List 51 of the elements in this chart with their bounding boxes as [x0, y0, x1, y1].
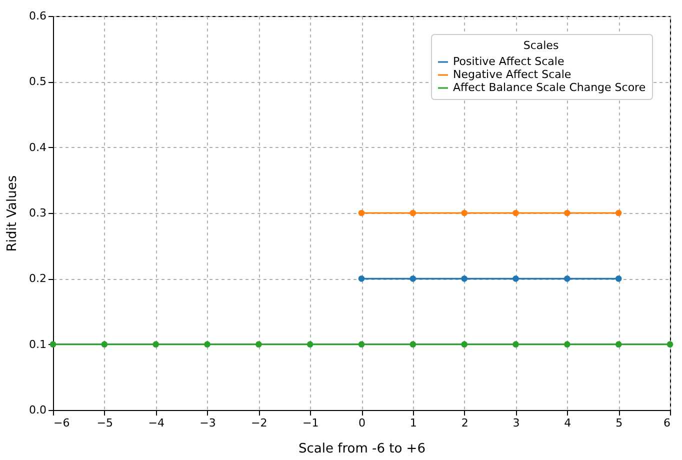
x-tick-label: −1 [302, 416, 319, 430]
point [101, 341, 108, 348]
x-tick-label: 4 [564, 416, 572, 430]
x-tick-label: −3 [200, 416, 216, 430]
x-tick-label: −6 [54, 416, 70, 430]
point [512, 341, 519, 348]
point [461, 210, 468, 216]
point [410, 210, 416, 216]
point [306, 341, 314, 348]
point [564, 341, 570, 348]
legend-label: Positive Affect Scale [453, 55, 564, 68]
y-tick-label: 0.1 [29, 338, 46, 351]
legend-label: Negative Affect Scale [453, 68, 572, 81]
point [152, 341, 159, 348]
point [615, 276, 622, 282]
point [512, 276, 519, 282]
y-tick-label: 0.6 [29, 10, 46, 22]
point [256, 341, 262, 348]
point [666, 341, 674, 348]
y-tick-label: 0.2 [29, 272, 46, 286]
x-axis-title: Scale from -6 to +6 [298, 442, 426, 456]
point [410, 276, 416, 282]
point [50, 341, 56, 348]
point [564, 210, 570, 216]
x-tick-label: 1 [410, 416, 417, 430]
point [358, 276, 365, 282]
point [615, 341, 622, 348]
point [358, 210, 365, 216]
y-tick-label: 0.4 [29, 140, 46, 154]
y-tick-label: 0.3 [29, 206, 46, 220]
x-tick-label: 6 [664, 416, 670, 430]
legend-label: Affect Balance Scale Change Score [453, 81, 646, 94]
point [410, 341, 416, 348]
y-axis-title: Ridit Values [5, 175, 20, 252]
x-tick-label: 5 [616, 416, 623, 430]
x-tick-label: −4 [148, 416, 164, 430]
legend-title: Scales [523, 39, 559, 52]
x-tick-label: −2 [251, 416, 268, 430]
point [358, 341, 365, 348]
x-tick-label: 2 [461, 416, 468, 430]
point [204, 341, 210, 348]
point [615, 210, 622, 216]
point [461, 276, 468, 282]
point [564, 276, 570, 282]
y-tick-label: 0.5 [29, 75, 46, 88]
x-tick-label: 0 [358, 416, 366, 430]
point [461, 341, 468, 348]
x-tick-label: −5 [96, 416, 114, 430]
point [512, 210, 519, 216]
y-tick-label: 0.0 [29, 404, 46, 416]
x-tick-label: 3 [512, 416, 520, 430]
